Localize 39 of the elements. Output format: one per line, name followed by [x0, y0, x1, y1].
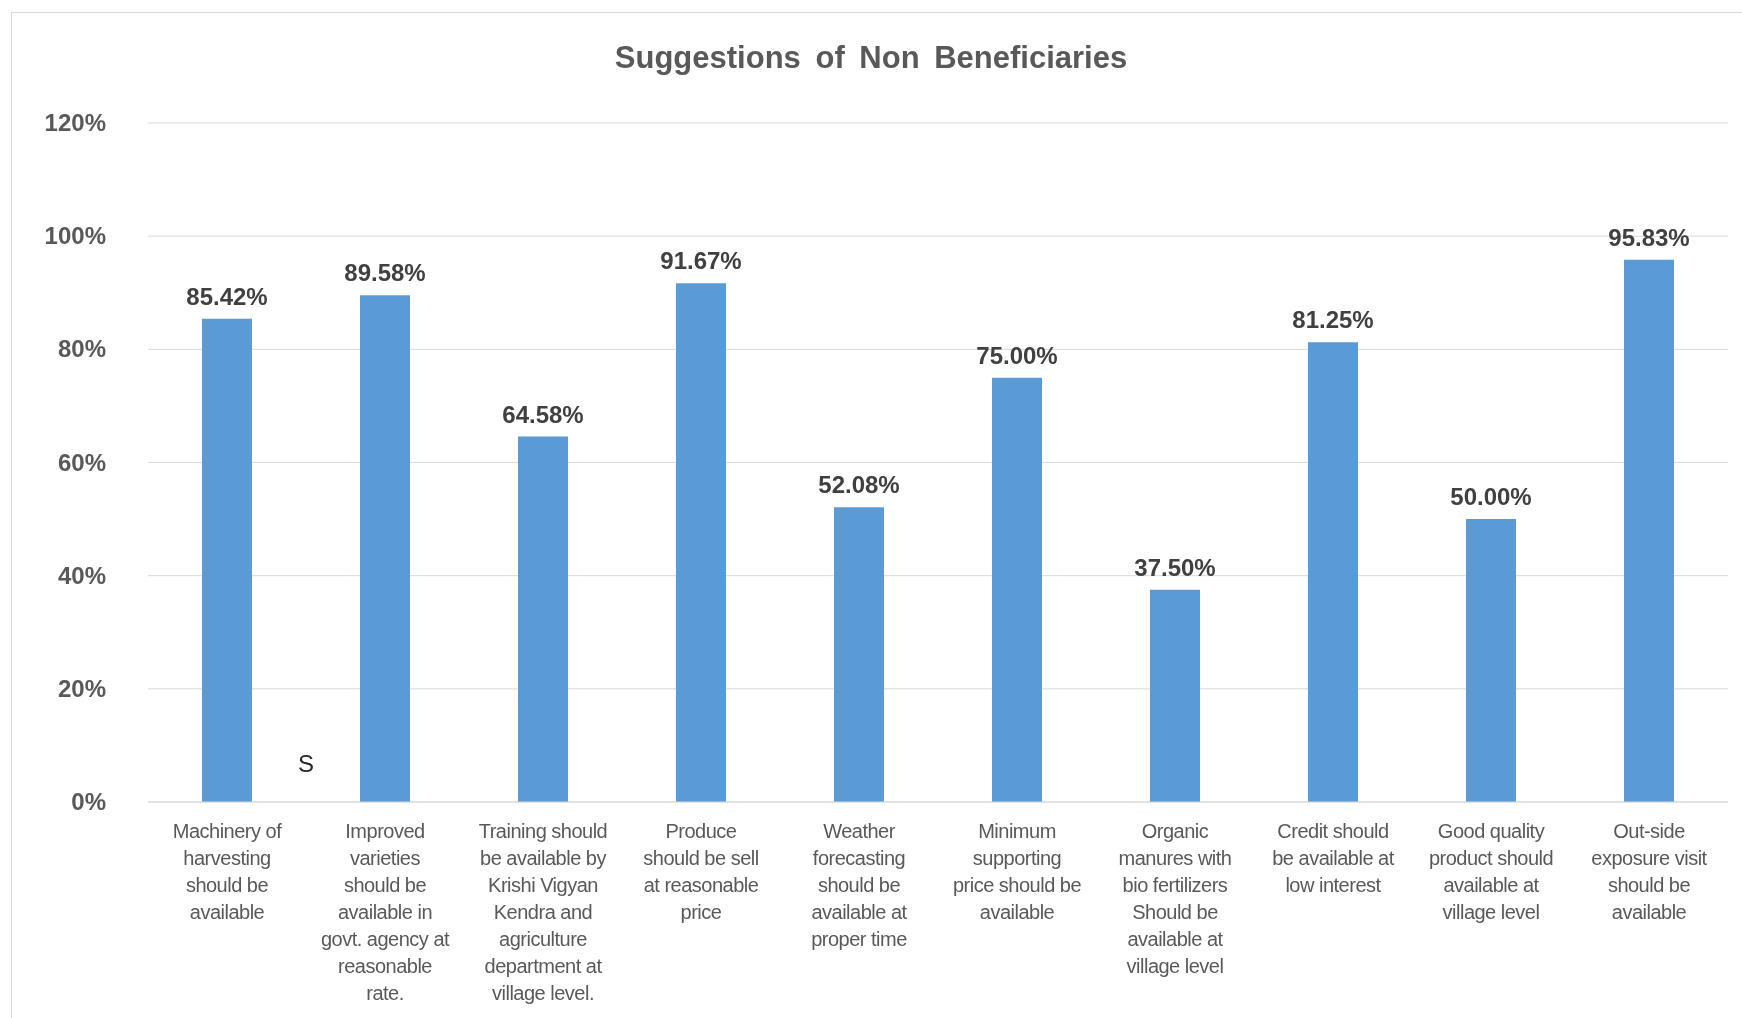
data-label: 64.58% — [502, 400, 584, 428]
bar — [992, 377, 1042, 802]
bar — [1150, 589, 1200, 802]
data-label: 95.83% — [1608, 223, 1690, 251]
data-label: 91.67% — [660, 247, 742, 275]
y-tick-label: 100% — [44, 222, 106, 250]
bar — [834, 507, 884, 802]
data-label: 89.58% — [344, 259, 426, 287]
data-label: 50.00% — [1450, 483, 1532, 511]
y-tick-label: 40% — [57, 561, 106, 589]
bar — [676, 283, 726, 802]
x-tick-label: Produce should be sell at reasonable price — [643, 820, 759, 923]
data-label: 37.50% — [1134, 553, 1216, 581]
bar — [360, 295, 410, 802]
x-tick-label: Credit should be available at low interest — [1272, 820, 1395, 896]
x-tick-label: Organic manures with bio fertilizers Should be available at village level — [1118, 820, 1232, 977]
y-tick-label: 20% — [57, 674, 106, 702]
y-tick-label: 60% — [57, 448, 106, 476]
annotation: S — [297, 750, 315, 778]
bar — [518, 436, 568, 802]
bar — [1466, 519, 1516, 802]
data-label: 75.00% — [976, 341, 1058, 369]
bar — [1624, 259, 1674, 802]
y-tick-label: 80% — [57, 335, 106, 363]
x-tick-label: Improved varieties should be available in govt. agency at reasonable rate. — [320, 820, 451, 1004]
data-label: 85.42% — [186, 282, 268, 310]
data-label: 52.08% — [818, 471, 900, 499]
x-tick-label: Training should be available by Krishi Vigyan Kendra and agriculture department at village level. — [478, 820, 608, 1004]
bar — [202, 318, 252, 802]
x-tick-label: Minimum supporting price should be available — [952, 820, 1082, 923]
bar — [1308, 342, 1358, 802]
x-tick-label: Good quality product should available at village level — [1428, 820, 1554, 923]
x-tick-label: Machinery of harvesting should be available — [172, 820, 283, 923]
x-tick-label: Out-side exposure visit should be available — [1591, 820, 1708, 923]
data-label: 81.25% — [1292, 306, 1374, 334]
y-tick-label: 120% — [44, 109, 106, 136]
y-tick-label: 0% — [71, 788, 106, 815]
x-tick-label: Weather forecasting should be available at proper time — [811, 820, 908, 950]
chart-title: Suggestions of Non Beneficiaries — [613, 40, 1129, 76]
